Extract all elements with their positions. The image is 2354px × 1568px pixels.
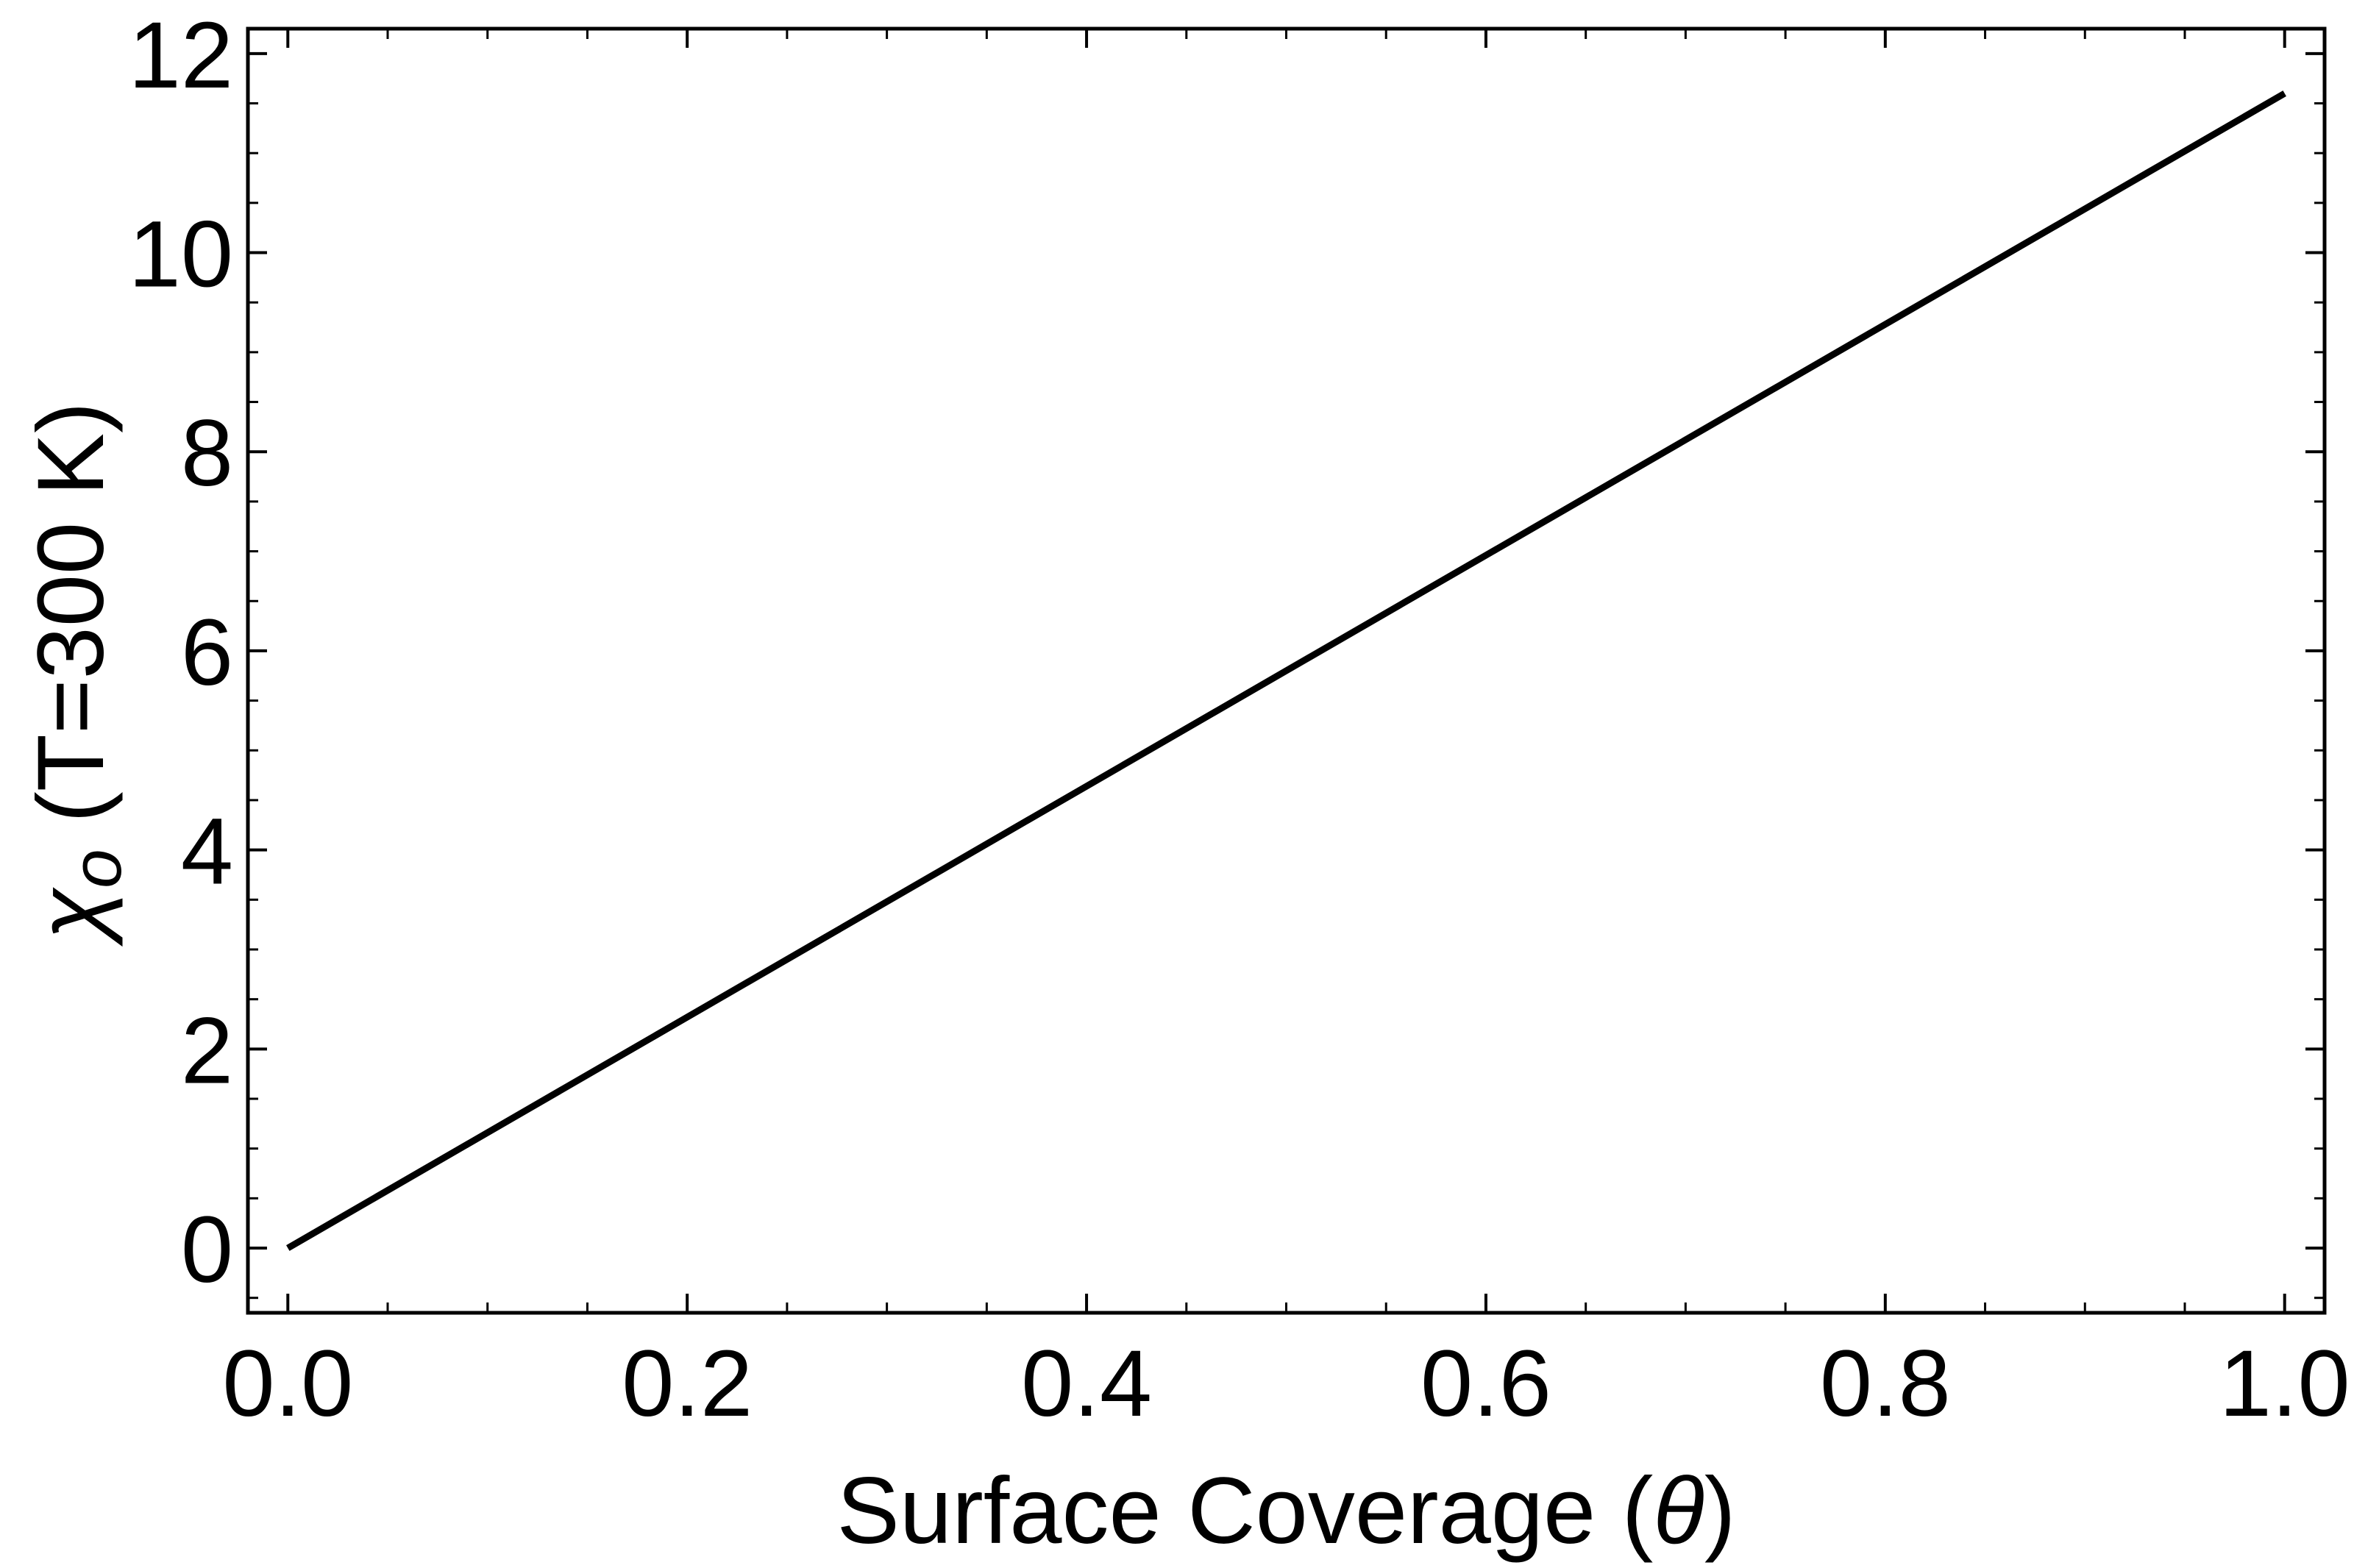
- x-axis-label: Surface Coverage (θ): [837, 1458, 1736, 1564]
- y-tick-label: 2: [181, 998, 233, 1103]
- x-axis-label-theta: θ: [1653, 1458, 1704, 1564]
- series-layer: [286, 90, 2286, 1251]
- series-line: [286, 90, 2286, 1251]
- y-tick-label: 8: [181, 401, 233, 506]
- y-tick-labels: 0 2 4 6 8 10 12: [129, 3, 233, 1302]
- x-tick-labels: 0.0 0.2 0.4 0.6 0.8 1.0: [222, 1331, 2350, 1436]
- plot-frame: [246, 26, 2327, 1315]
- y-tick-label: 10: [129, 202, 233, 307]
- x-axis-label-text: Surface Coverage (: [837, 1458, 1654, 1564]
- x-tick-label: 0.8: [1820, 1331, 1951, 1436]
- x-tick-label: 0.2: [622, 1331, 753, 1436]
- x-tick-label: 0.6: [1420, 1331, 1551, 1436]
- x-axis-label-close: ): [1704, 1458, 1736, 1564]
- x-tick-label: 0.0: [222, 1331, 353, 1436]
- y-axis-label-subscript: o: [57, 849, 136, 888]
- y-tick-label: 6: [181, 600, 233, 705]
- y-tick-label: 12: [129, 3, 233, 108]
- x-tick-label: 0.4: [1021, 1331, 1152, 1436]
- y-axis-label: χo (T=300 K): [18, 402, 136, 947]
- y-tick-label: 4: [181, 799, 233, 905]
- y-axis-label-chi: χ: [18, 887, 124, 947]
- y-axis-label-rest: (T=300 K): [18, 402, 124, 849]
- y-tick-label: 0: [181, 1197, 233, 1302]
- x-tick-label: 1.0: [2219, 1331, 2350, 1436]
